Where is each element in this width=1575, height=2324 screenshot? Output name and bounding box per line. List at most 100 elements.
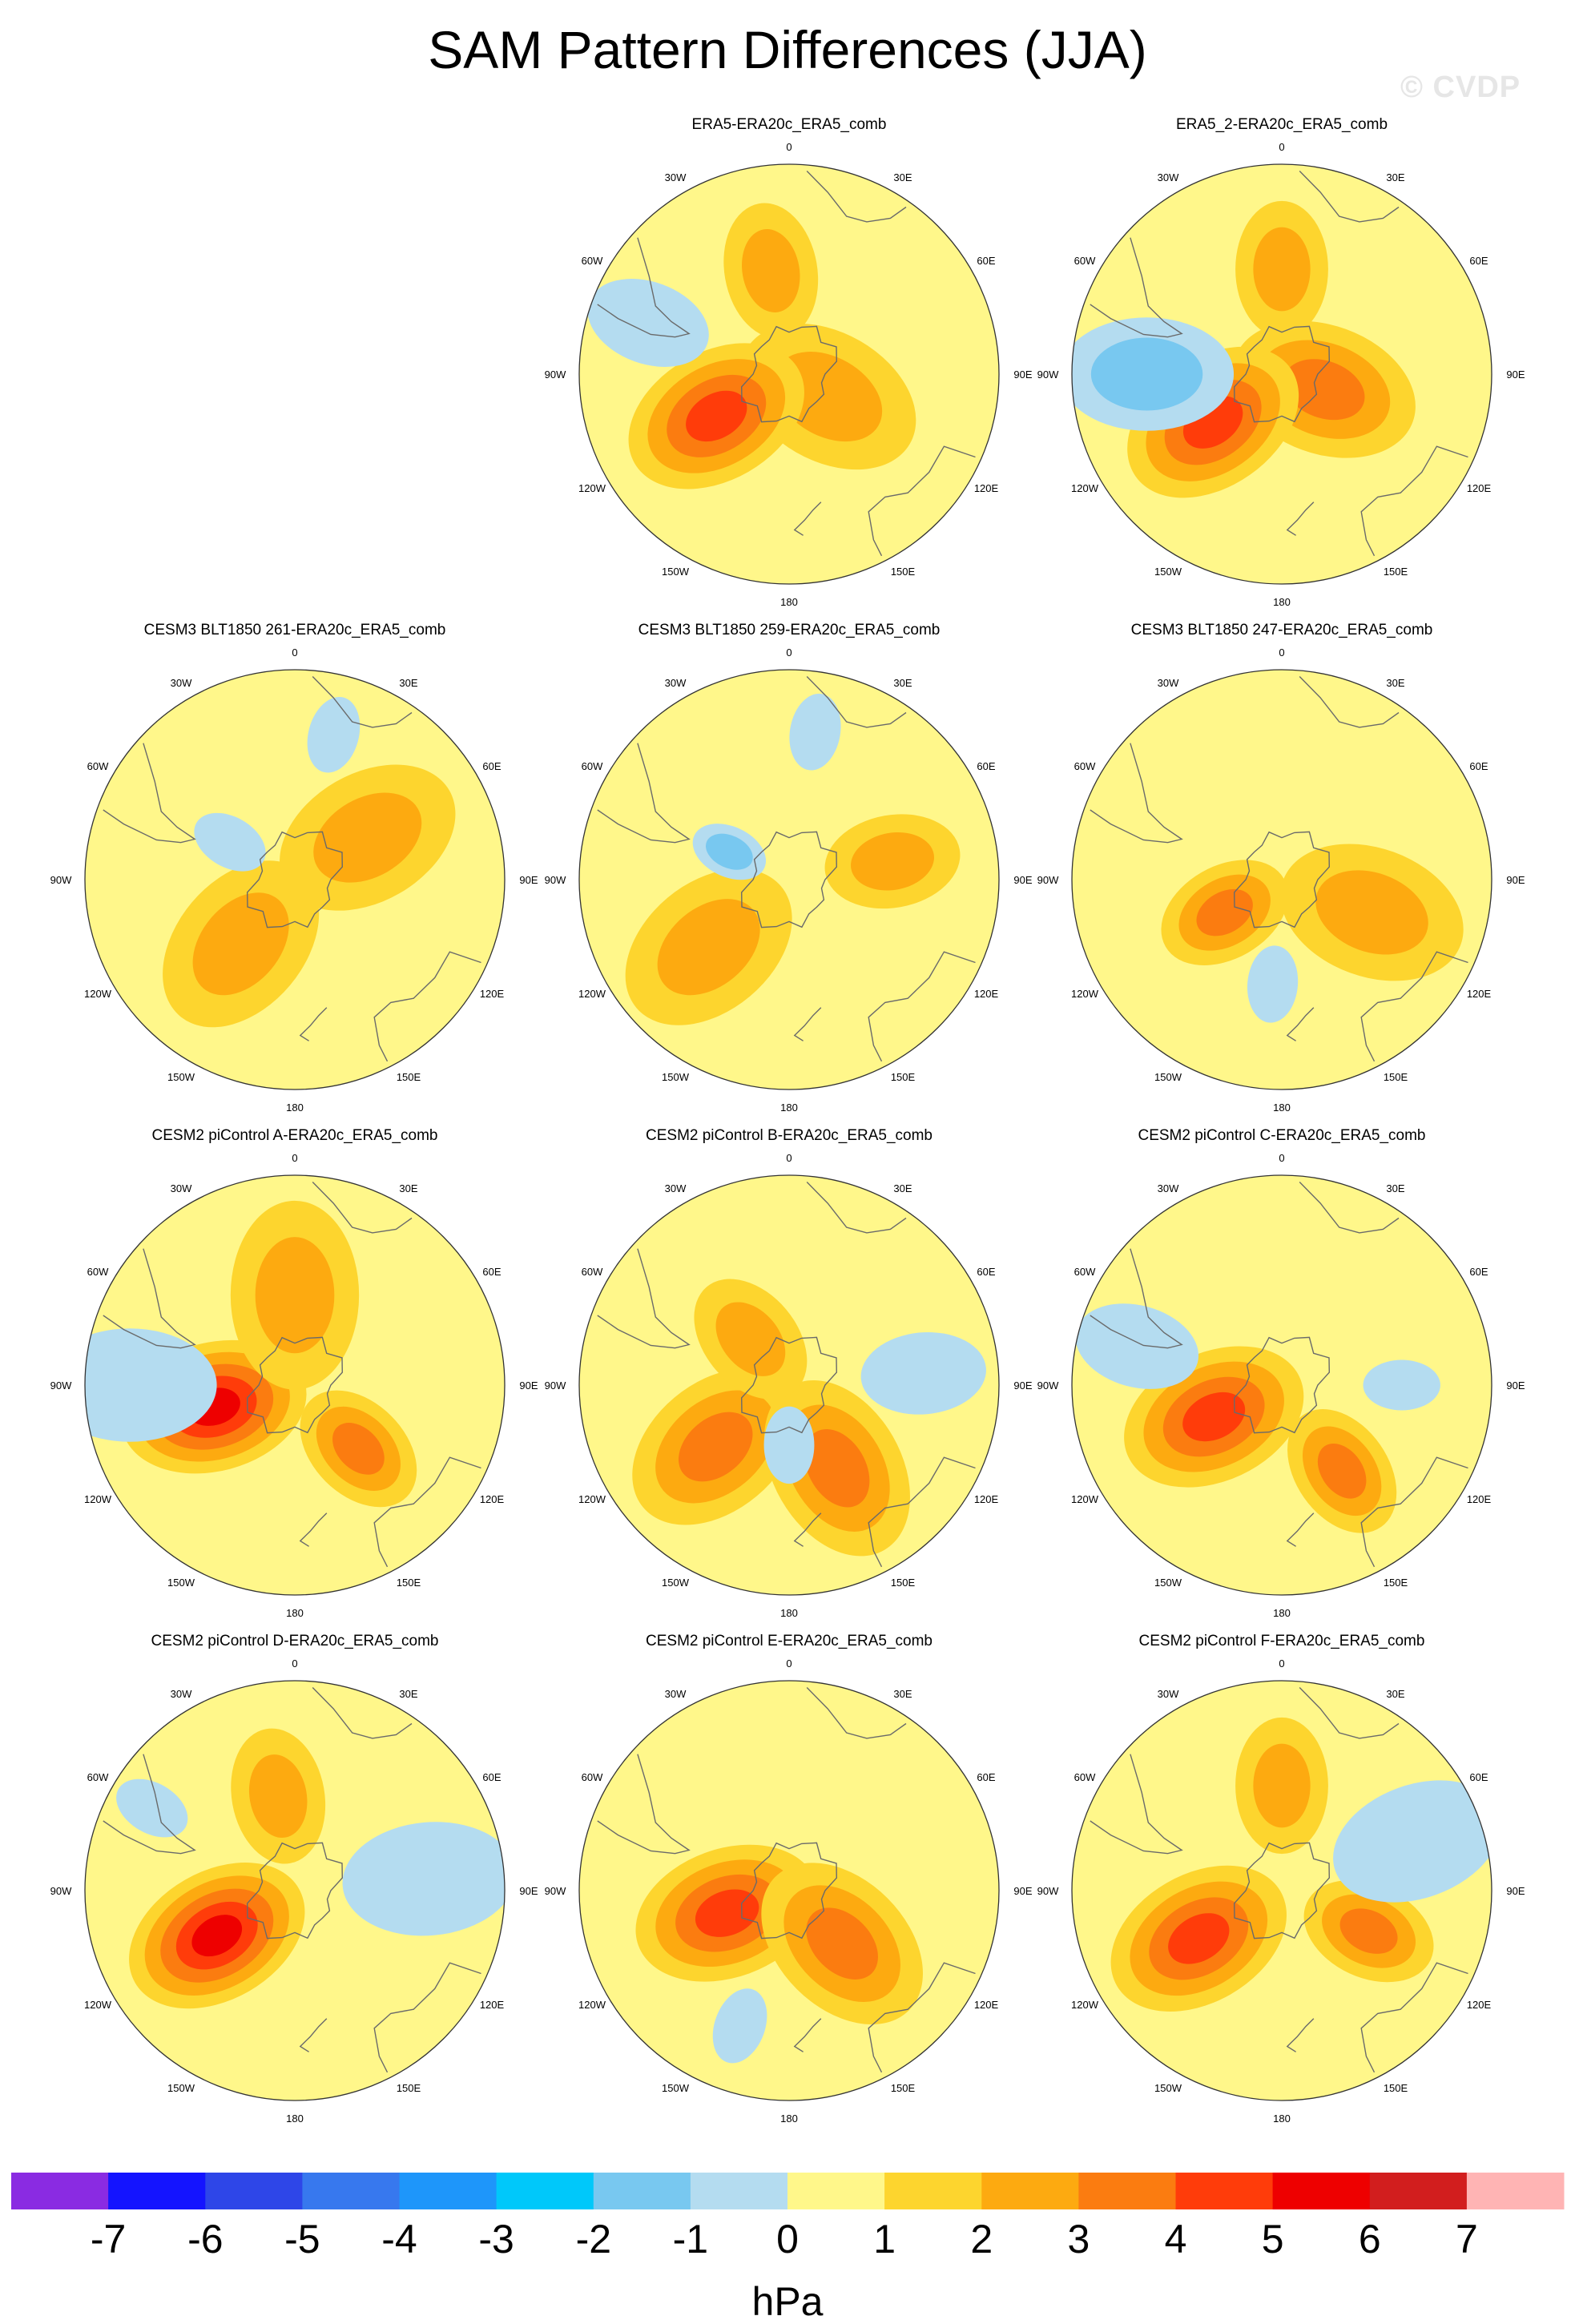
map-border (1071, 669, 1492, 1090)
lon-label: 180 (780, 1102, 798, 1114)
colorbar-swatch (593, 2173, 691, 2209)
lon-label: 90W (50, 1379, 72, 1392)
lon-label: 180 (286, 2113, 304, 2125)
lon-label: 150E (891, 566, 916, 578)
coastlines (1090, 1182, 1468, 1568)
lon-label: 90E (1506, 874, 1525, 886)
lon-label: 30W (665, 1688, 687, 1700)
colorbar-swatch (1078, 2173, 1176, 2209)
lon-label: 150W (1154, 1577, 1182, 1589)
lon-label: 90E (1013, 1379, 1032, 1392)
colorbar-swatch (205, 2173, 303, 2209)
lon-label: 30W (171, 677, 192, 689)
lon-label: 60E (1469, 1771, 1488, 1783)
colorbar-swatch (690, 2173, 788, 2209)
lon-label: 180 (1273, 1607, 1291, 1619)
lon-label: 150E (1384, 1577, 1408, 1589)
contour-positive (248, 1754, 308, 1839)
lon-label: 30W (1158, 171, 1179, 183)
map-panel: 0 30E 60E 90E 120E 150E 180 150W 120W 90W 60W 30W CE… (1037, 1633, 1525, 2125)
colorbar-swatch (1369, 2173, 1468, 2209)
panel-title: CESM3 BLT1850 261-ERA20c_ERA5_comb (144, 622, 446, 638)
lon-label: 30W (665, 1182, 687, 1194)
lon-label: 120W (84, 1493, 112, 1505)
contour-positive (742, 229, 800, 312)
map-border (84, 1174, 506, 1596)
contour-negative (587, 279, 709, 367)
colorbar-tick: 0 (776, 2217, 799, 2262)
lon-label: 120W (1071, 1493, 1099, 1505)
coastlines (103, 1182, 481, 1568)
lon-label: 0 (292, 1152, 297, 1164)
lon-label: 150E (397, 2082, 421, 2094)
coastlines (103, 1687, 481, 2073)
lon-label: 120E (1467, 482, 1492, 494)
lon-label: 60E (1469, 760, 1488, 772)
lon-label: 0 (1279, 1152, 1284, 1164)
colorbar-tick: 6 (1359, 2217, 1381, 2262)
panel-title: CESM2 piControl E-ERA20c_ERA5_comb (646, 1633, 933, 1649)
lon-label: 120W (84, 1999, 112, 2011)
panel-title: ERA5_2-ERA20c_ERA5_comb (1176, 116, 1388, 133)
lon-label: 0 (786, 1152, 792, 1164)
panel-title: CESM3 BLT1850 247-ERA20c_ERA5_comb (1131, 622, 1433, 638)
map-panel: 0 30E 60E 90E 120E 150E 180 150W 120W 90W 60W 30W CE… (545, 1633, 1033, 2125)
lon-label: 60W (87, 1771, 109, 1783)
lon-label: 120E (480, 1999, 505, 2011)
lon-label: 90W (1037, 1379, 1059, 1392)
lon-label: 60W (1074, 255, 1096, 267)
lon-label: 120W (1071, 988, 1099, 1000)
lon-label: 120W (578, 1493, 606, 1505)
lon-label: 120E (1467, 988, 1492, 1000)
lon-label: 150E (1384, 2082, 1408, 2094)
colorbar-tick: 7 (1456, 2217, 1478, 2262)
lon-label: 120W (1071, 482, 1099, 494)
lon-label: 60W (582, 255, 603, 267)
contour-negative (706, 833, 753, 870)
colorbar-tick: -5 (284, 2217, 320, 2262)
watermark: © CVDP (1400, 70, 1521, 104)
lon-label: 60W (1074, 1266, 1096, 1278)
panel-title: CESM2 piControl C-ERA20c_ERA5_comb (1138, 1127, 1425, 1144)
panel-title: CESM2 piControl A-ERA20c_ERA5_comb (152, 1127, 438, 1144)
lon-label: 120E (974, 988, 999, 1000)
lon-label: 60W (1074, 1771, 1096, 1783)
map-panel: 0 30E 60E 90E 120E 150E 180 150W 120W 90W 60W 30W ER… (545, 116, 1033, 608)
lon-label: 150E (1384, 566, 1408, 578)
lon-label: 30E (893, 1182, 912, 1194)
lon-label: 30E (1386, 1182, 1404, 1194)
lon-label: 60E (977, 1266, 995, 1278)
lon-label: 90E (1013, 874, 1032, 886)
map-border (84, 669, 506, 1090)
lon-label: 120W (84, 988, 112, 1000)
lon-label: 90E (1013, 369, 1032, 381)
lon-label: 150E (1384, 1071, 1408, 1083)
colorbar-tick: -1 (673, 2217, 708, 2262)
lon-label: 30E (1386, 171, 1404, 183)
lon-label: 60W (582, 1266, 603, 1278)
lon-label: 180 (780, 2113, 798, 2125)
contour-positive (191, 1915, 243, 1957)
colorbar-tick: 5 (1262, 2217, 1284, 2262)
lon-label: 0 (1279, 1657, 1284, 1669)
lon-label: 150W (662, 2082, 690, 2094)
lon-label: 120W (578, 482, 606, 494)
contour-positive (686, 390, 747, 442)
contour-negative (860, 1331, 986, 1415)
lon-label: 120E (974, 1999, 999, 2011)
contour-negative (1363, 1359, 1440, 1411)
colorbar: -7 -6 -5 -4 -3 -2 -1 0 1 2 3 4 5 6 7 (11, 2173, 1565, 2262)
contour-positive (804, 1428, 870, 1508)
lon-label: 60W (582, 760, 603, 772)
lon-label: 90E (1506, 1379, 1525, 1392)
coastlines (1090, 171, 1468, 557)
lon-label: 150E (891, 1577, 916, 1589)
colorbar-tick: 2 (970, 2217, 993, 2262)
contour-positive (1253, 227, 1311, 312)
lon-label: 90E (519, 1379, 538, 1392)
colorbar-tick: -7 (91, 2217, 126, 2262)
contour-positive (657, 899, 760, 996)
lon-label: 120W (1071, 1999, 1099, 2011)
map-border (578, 1680, 1000, 2101)
colorbar-swatch (496, 2173, 594, 2209)
